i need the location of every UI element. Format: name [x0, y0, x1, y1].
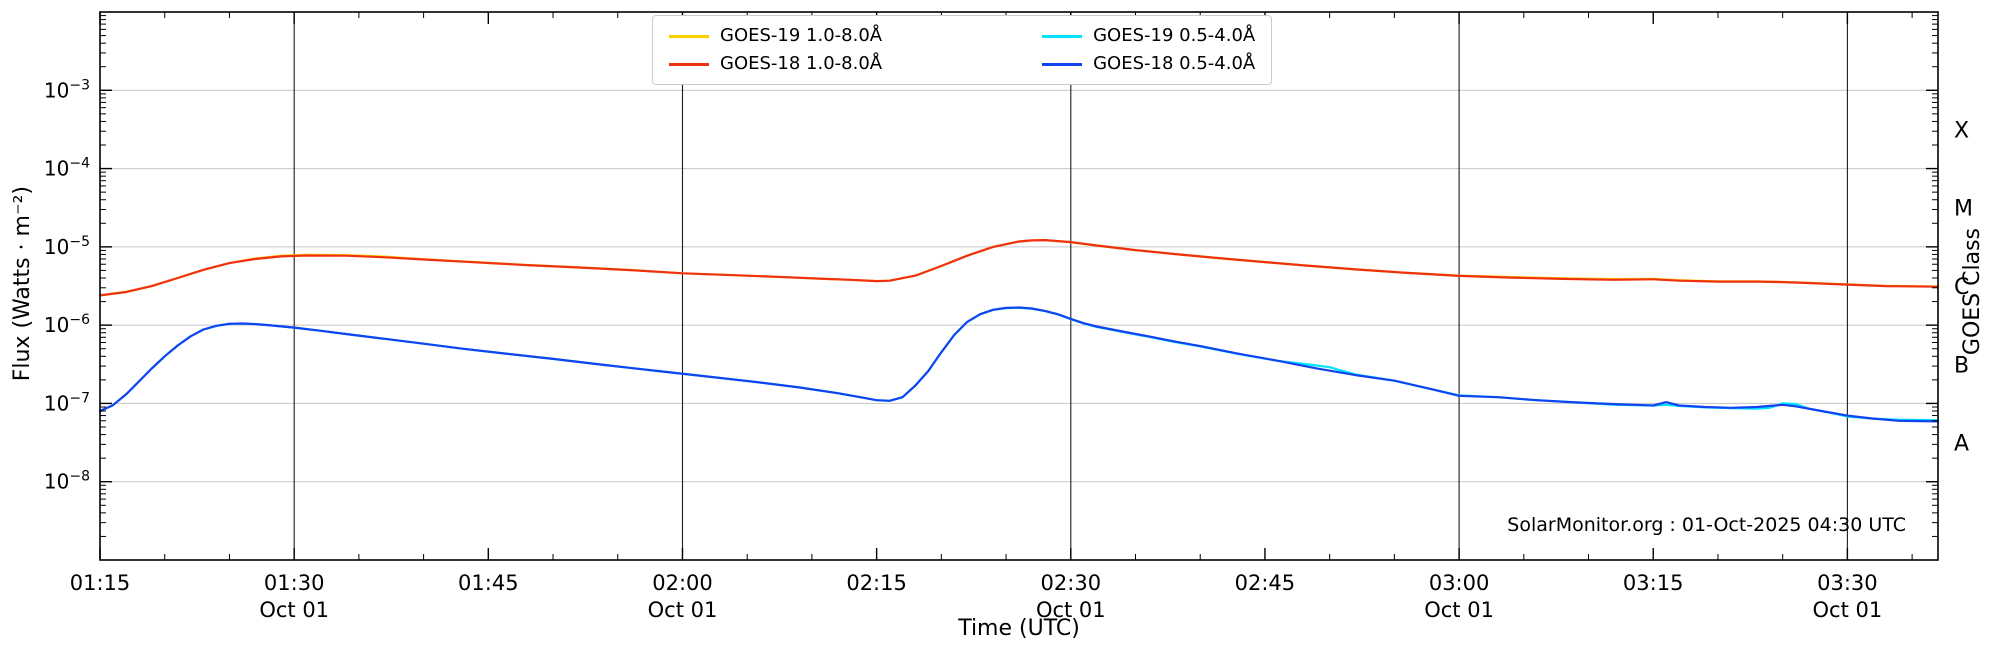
halfhour-gridlines	[293, 12, 1848, 560]
solarmonitor-annotation: SolarMonitor.org : 01-Oct-2025 04:30 UTC	[1507, 514, 1906, 536]
x-tick-label: 03:00	[1429, 571, 1490, 595]
goes-class-label-B: B	[1954, 353, 1969, 378]
y-tick-label: 10−6	[44, 312, 90, 337]
x-tick-label: 01:15	[70, 571, 131, 595]
x-tick-label: 03:15	[1623, 571, 1684, 595]
x-tick-label: 02:15	[846, 571, 907, 595]
plot-frame	[99, 11, 1939, 561]
goes-class-label-C: C	[1954, 275, 1969, 300]
x-axis-title-time-utc: Time (UTC)	[958, 616, 1080, 641]
series-line-3	[98, 306, 1940, 423]
y-tick-labels: 10−3 10−4 10−5 10−6 10−7 10−8	[44, 77, 90, 493]
x-tick-date-label: Oct 01	[259, 598, 329, 622]
legend-item-goes18-long: GOES-18 1.0-8.0Å	[669, 52, 883, 75]
goes18-short-line-swatch	[1042, 62, 1083, 66]
x-tick-labels: 01:15 01:30 Oct 01 01:45 02:00 Oct 01 02:15 02:…	[70, 571, 1883, 622]
x-tick-label: 02:30	[1041, 571, 1102, 595]
x-tick-date-label: Oct 01	[648, 598, 718, 622]
legend-label-goes18-long: GOES-18 1.0-8.0Å	[720, 52, 883, 74]
y-tick-label: 10−5	[44, 234, 90, 259]
goes-class-label-X: X	[1954, 118, 1969, 143]
legend-label-goes19-short: GOES-19 0.5-4.0Å	[1093, 25, 1256, 46]
goes-class-label-A: A	[1954, 432, 1969, 457]
y-tick-label: 10−8	[44, 469, 90, 494]
y-tick-label: 10−4	[44, 156, 90, 181]
legend-label-goes18-short: GOES-18 0.5-4.0Å	[1093, 52, 1256, 74]
y-axis-title-goes-class: GOES Class	[1960, 228, 1985, 356]
legend-item-goes19-long: GOES-19 1.0-8.0Å	[669, 25, 883, 47]
y-tick-label: 10−3	[44, 77, 90, 102]
x-tick-label: 01:30	[264, 571, 325, 595]
y-tick-label: 10−7	[44, 390, 90, 415]
x-tick-date-label: Oct 01	[1813, 598, 1883, 622]
goes19-short-line-swatch	[1042, 34, 1083, 38]
decade-gridlines	[100, 89, 1938, 483]
series-line-1	[98, 239, 1940, 297]
x-tick-label: 01:45	[458, 571, 519, 595]
legend-item-goes18-short: GOES-18 0.5-4.0Å	[1042, 52, 1256, 75]
legend-label-goes19-long: GOES-19 1.0-8.0Å	[720, 25, 883, 46]
x-tick-label: 03:30	[1817, 571, 1878, 595]
x-tick-label: 02:45	[1235, 571, 1296, 595]
goes19-long-line-swatch	[669, 34, 709, 38]
flux-curves	[98, 239, 1940, 423]
x-tick-label: 02:00	[652, 571, 713, 595]
goes18-long-line-swatch	[669, 62, 709, 66]
x-tick-date-label: Oct 01	[1424, 598, 1494, 622]
goes-class-labels: X M C B A	[1954, 118, 1973, 456]
series-line-0	[98, 239, 1940, 297]
y-axis-title-flux: Flux (Watts · m⁻²)	[10, 186, 35, 382]
legend-item-goes19-short: GOES-19 0.5-4.0Å	[1042, 25, 1256, 47]
chart-legend: GOES-19 1.0-8.0Å GOES-18 1.0-8.0Å GOES-1…	[652, 15, 1273, 86]
axis-ticks	[99, 12, 1938, 560]
x-tick-date-label: Oct 01	[1036, 598, 1106, 622]
goes-class-label-M: M	[1954, 197, 1973, 222]
